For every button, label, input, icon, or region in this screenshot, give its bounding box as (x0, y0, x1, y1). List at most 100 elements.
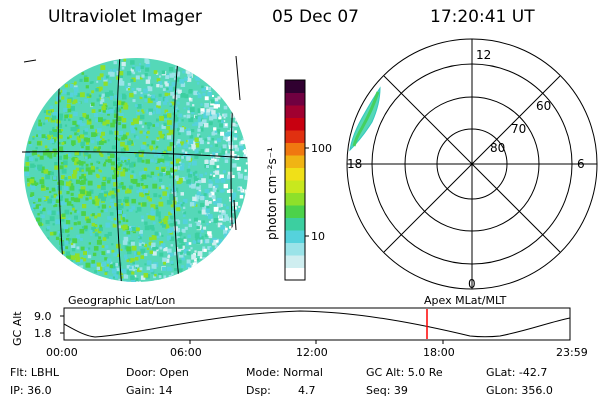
disk-pixel (27, 182, 31, 187)
disk-pixel (123, 147, 127, 151)
disk-pixel (49, 231, 54, 236)
color-bar-segment (285, 192, 305, 206)
disk-pixel (60, 195, 63, 199)
geographic-disk-panel (22, 55, 248, 282)
disk-pixel (106, 258, 112, 263)
disk-pixel (200, 229, 204, 233)
disk-pixel (216, 165, 220, 168)
disk-pixel (89, 263, 94, 268)
disk-pixel (210, 241, 213, 243)
disk-pixel (35, 183, 38, 186)
disk-pixel (60, 198, 63, 201)
disk-pixel (146, 144, 150, 147)
disk-pixel (31, 203, 36, 208)
disk-pixel (204, 86, 209, 90)
disk-pixel (159, 241, 164, 245)
disk-pixel (111, 166, 115, 170)
disk-pixel (223, 233, 229, 238)
disk-pixel (66, 201, 72, 206)
disk-pixel (154, 105, 158, 110)
disk-pixel (49, 139, 54, 144)
disk-pixel (234, 124, 238, 127)
disk-pixel (52, 115, 57, 120)
disk-pixel (74, 132, 78, 136)
disk-pixel (153, 154, 157, 158)
disk-pixel (121, 62, 126, 67)
disk-pixel (160, 84, 163, 88)
disk-pixel (125, 85, 128, 89)
disk-pixel (70, 259, 73, 263)
disk-pixel (138, 69, 141, 72)
disk-pixel (47, 198, 53, 204)
disk-pixel (200, 202, 205, 208)
disk-pixel (132, 261, 136, 265)
disk-pixel (214, 140, 218, 144)
disk-pixel (192, 123, 195, 127)
disk-pixel (161, 124, 166, 129)
disk-pixel (75, 253, 80, 258)
disk-pixel (90, 125, 94, 129)
disk-pixel (138, 88, 142, 92)
disk-pixel (197, 239, 201, 243)
disk-pixel (25, 162, 30, 166)
disk-pixel (180, 203, 184, 207)
disk-pixel (192, 196, 197, 201)
disk-pixel (130, 68, 134, 72)
disk-pixel (166, 266, 172, 272)
disk-pixel (213, 206, 219, 212)
disk-pixel (151, 235, 157, 240)
disk-pixel (87, 180, 93, 186)
disk-pixel (201, 85, 204, 89)
disk-pixel (118, 122, 122, 125)
disk-pixel (63, 107, 68, 113)
disk-pixel (126, 71, 132, 76)
disk-pixel (125, 159, 130, 165)
disk-pixel (208, 254, 212, 258)
disk-pixel (131, 227, 136, 232)
disk-pixel (52, 148, 57, 154)
disk-pixel (113, 217, 117, 221)
disk-pixel (194, 149, 199, 154)
disk-pixel (110, 263, 116, 269)
disk-pixel (194, 121, 199, 126)
disk-pixel (210, 99, 215, 104)
disk-pixel (155, 147, 158, 150)
disk-pixel (176, 101, 180, 105)
disk-pixel (213, 174, 216, 177)
disk-pixel (107, 92, 112, 97)
disk-pixel (72, 207, 75, 211)
disk-pixel (239, 145, 244, 151)
disk-pixel (139, 230, 143, 234)
disk-pixel (155, 211, 161, 217)
disk-pixel (51, 210, 56, 216)
disk-pixel (228, 230, 232, 234)
disk-pixel (174, 166, 178, 170)
disk-pixel (153, 275, 156, 279)
disk-pixel (195, 115, 200, 120)
disk-pixel (177, 143, 181, 148)
disk-pixel (197, 128, 201, 132)
disk-pixel (156, 249, 159, 252)
disk-pixel (133, 134, 137, 138)
disk-pixel (201, 178, 206, 183)
disk-pixel (81, 257, 84, 260)
disk-pixel (179, 238, 184, 244)
disk-pixel (100, 98, 105, 103)
disk-pixel (122, 240, 128, 245)
disk-pixel (41, 214, 45, 219)
disk-pixel (75, 257, 81, 263)
disk-pixel (186, 70, 190, 74)
disk-pixel (30, 192, 35, 196)
disk-pixel (187, 234, 191, 238)
disk-pixel (156, 105, 159, 108)
disk-pixel (64, 209, 70, 215)
disk-pixel (113, 274, 118, 279)
disk-pixel (84, 156, 88, 160)
color-bar-unit-label: photon cm⁻²s⁻¹ (265, 147, 279, 240)
disk-pixel (119, 203, 124, 208)
disk-pixel (194, 154, 199, 159)
disk-pixel (170, 209, 174, 214)
gc-alt-info: GC Alt: 5.0 Re (366, 366, 443, 379)
disk-pixel (112, 119, 117, 124)
disk-pixel (212, 151, 216, 156)
